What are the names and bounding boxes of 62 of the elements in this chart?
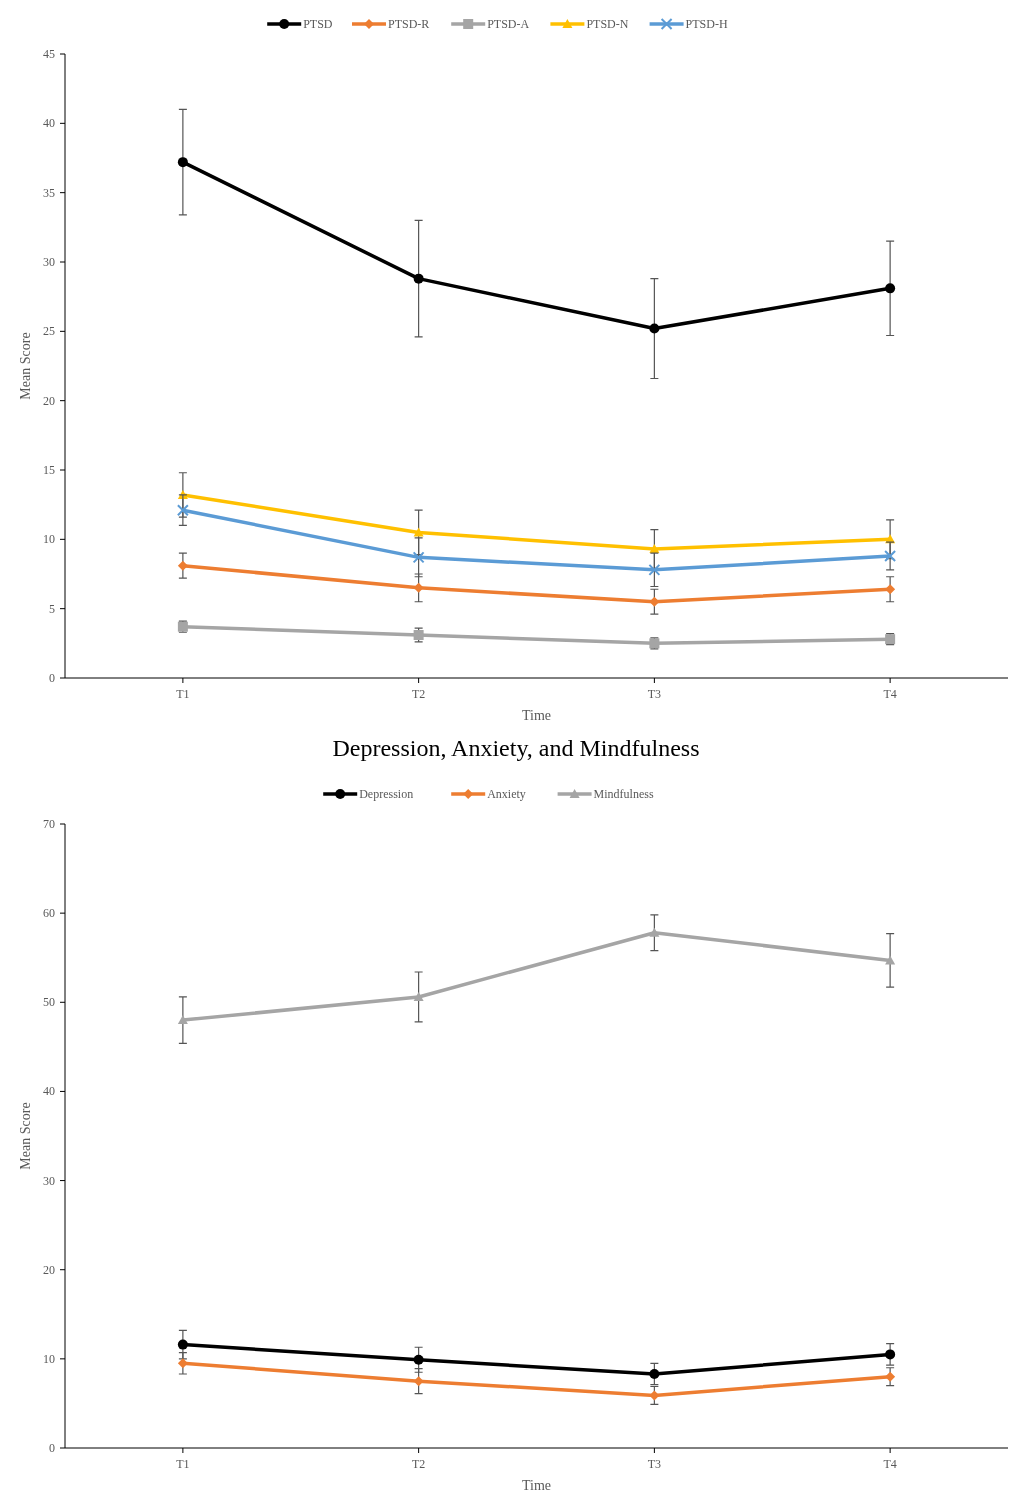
legend-label: PTSD-N bbox=[586, 17, 629, 31]
point bbox=[885, 955, 896, 965]
x-tick-label: T2 bbox=[411, 687, 426, 701]
legend-label: Depression bbox=[359, 787, 414, 801]
y-tick-label: 30 bbox=[43, 255, 55, 269]
point bbox=[413, 273, 424, 284]
point bbox=[649, 544, 660, 554]
y-tick-label: 10 bbox=[43, 1351, 55, 1366]
y-tick-label: 25 bbox=[43, 324, 55, 339]
y-tick-label: 60 bbox=[43, 906, 55, 921]
legend-label: PTSD-A bbox=[487, 17, 530, 31]
x-axis-title: Time bbox=[521, 1478, 552, 1493]
x-tick-label: T1 bbox=[176, 1457, 190, 1471]
x-tick-label: T4 bbox=[883, 687, 897, 701]
x-tick-label: T1 bbox=[176, 687, 190, 701]
point bbox=[649, 1369, 660, 1380]
y-tick-label: 70 bbox=[43, 817, 55, 831]
y-tick-label: 15 bbox=[43, 463, 55, 477]
point bbox=[176, 504, 189, 517]
point bbox=[648, 563, 661, 576]
y-tick-label: 10 bbox=[43, 532, 55, 547]
point bbox=[885, 1349, 896, 1360]
point bbox=[413, 1354, 424, 1365]
legend-label: Anxiety bbox=[487, 787, 526, 801]
x-tick-label: T3 bbox=[647, 1457, 662, 1471]
chart-title: Depression, Anxiety, and Mindfulness bbox=[332, 735, 700, 761]
legend-label: PTSD bbox=[303, 17, 333, 31]
x-axis-title: Time bbox=[521, 708, 552, 723]
y-tick-label: 0 bbox=[49, 671, 55, 685]
y-tick-label: 0 bbox=[49, 1441, 55, 1455]
point bbox=[649, 323, 660, 334]
point bbox=[177, 1015, 188, 1025]
legend-label: PTSD-R bbox=[388, 17, 430, 31]
y-tick-label: 35 bbox=[43, 185, 55, 200]
point bbox=[177, 1358, 188, 1369]
x-tick-label: T2 bbox=[411, 1457, 426, 1471]
x-tick-label: T3 bbox=[647, 687, 662, 701]
point bbox=[413, 527, 424, 537]
point bbox=[885, 283, 896, 294]
point bbox=[885, 584, 896, 595]
y-axis-title: Mean Score bbox=[18, 332, 33, 400]
y-axis-title: Mean Score bbox=[18, 1102, 33, 1170]
y-tick-label: 20 bbox=[43, 1262, 55, 1277]
point bbox=[885, 1371, 896, 1382]
x-tick-label: T4 bbox=[883, 1457, 897, 1471]
legend-label: PTSD-H bbox=[685, 17, 728, 31]
point bbox=[649, 927, 660, 937]
y-tick-label: 30 bbox=[43, 1173, 55, 1188]
y-tick-label: 50 bbox=[43, 995, 55, 1010]
point bbox=[884, 549, 897, 562]
y-tick-label: 45 bbox=[43, 47, 55, 61]
y-tick-label: 5 bbox=[49, 601, 55, 616]
point bbox=[413, 991, 424, 1001]
y-tick-label: 40 bbox=[43, 116, 55, 131]
y-tick-label: 40 bbox=[43, 1084, 55, 1099]
y-tick-label: 20 bbox=[43, 393, 55, 408]
legend-label: Mindfulness bbox=[593, 787, 654, 801]
point bbox=[177, 157, 188, 168]
point bbox=[413, 1376, 424, 1387]
point bbox=[412, 551, 425, 564]
point bbox=[177, 1339, 188, 1350]
point bbox=[177, 560, 188, 571]
